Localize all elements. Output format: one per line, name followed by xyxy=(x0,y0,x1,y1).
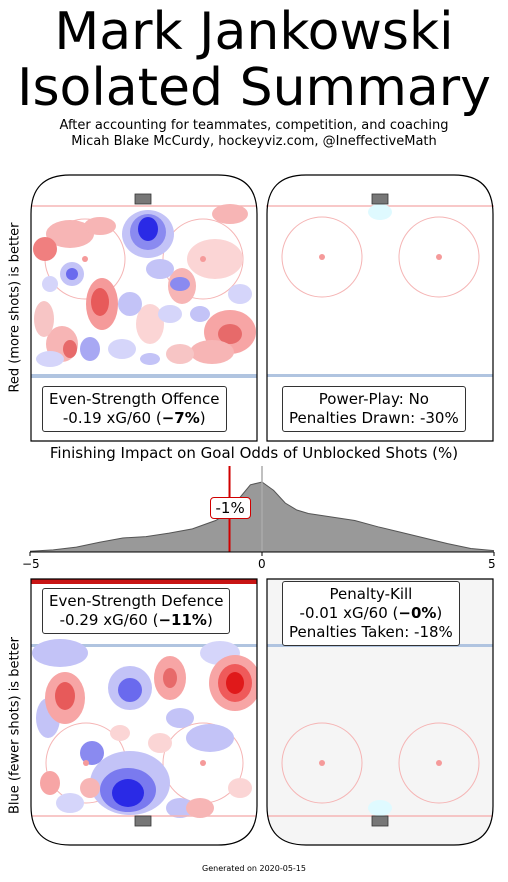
power-play-panel: Power-Play: No Penalties Drawn: -30% xyxy=(266,174,494,442)
finishing-impact-chart xyxy=(29,466,495,556)
footer-generated-date: Generated on 2020-05-15 xyxy=(202,864,306,873)
x-tick-label-max: 5 xyxy=(488,557,496,571)
player-marker-label: -1% xyxy=(209,497,251,519)
es-defence-rink xyxy=(30,578,258,846)
es-defence-label: Even-Strength Defence xyxy=(49,592,224,610)
page-title-line-1: Mark Jankowski xyxy=(54,2,454,62)
es-offence-value: -0.19 xG/60 (−7%) xyxy=(62,409,206,427)
es-offence-rink xyxy=(30,174,258,442)
penalty-kill-panel: Penalty-Kill -0.01 xG/60 (−0%) Penalties… xyxy=(266,578,494,846)
penalties-taken-value: Penalties Taken: -18% xyxy=(289,623,453,641)
subtitle-line-2: Micah Blake McCurdy, hockeyviz.com, @Ine… xyxy=(71,134,437,149)
es-defence-panel: Even-Strength Defence -0.29 xG/60 (−11%) xyxy=(30,578,258,846)
es-defence-value: -0.29 xG/60 (−11%) xyxy=(59,611,213,629)
es-defence-summary-box: Even-Strength Defence -0.29 xG/60 (−11%) xyxy=(42,588,231,634)
es-offence-label: Even-Strength Offence xyxy=(49,390,220,408)
es-offence-summary-box: Even-Strength Offence -0.19 xG/60 (−7%) xyxy=(42,386,227,432)
y-label-top: Red (more shots) is better xyxy=(7,222,23,393)
subtitle-line-1: After accounting for teammates, competit… xyxy=(59,118,449,133)
x-tick-label-zero: 0 xyxy=(258,557,266,571)
penalty-kill-value: -0.01 xG/60 (−0%) xyxy=(299,604,443,622)
x-tick-label-min: −5 xyxy=(22,557,40,571)
power-play-label: Power-Play: No xyxy=(318,390,429,408)
power-play-summary-box: Power-Play: No Penalties Drawn: -30% xyxy=(282,386,466,432)
x-tick-marks xyxy=(29,552,495,556)
power-play-rink xyxy=(266,174,494,442)
y-label-bottom: Blue (fewer shots) is better xyxy=(7,637,23,814)
page-title-line-2: Isolated Summary xyxy=(17,58,491,118)
penalty-kill-summary-box: Penalty-Kill -0.01 xG/60 (−0%) Penalties… xyxy=(282,581,460,646)
chart-title: Finishing Impact on Goal Odds of Unblock… xyxy=(49,444,459,462)
es-offence-panel: Even-Strength Offence -0.19 xG/60 (−7%) xyxy=(30,174,258,442)
penalties-drawn-value: Penalties Drawn: -30% xyxy=(289,409,459,427)
penalty-kill-label: Penalty-Kill xyxy=(329,585,413,603)
